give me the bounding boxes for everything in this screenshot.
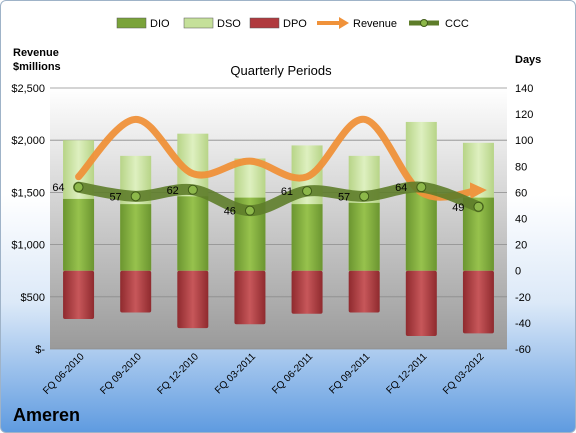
ccc-data-label: 57 bbox=[109, 191, 121, 203]
y-right-tick: -40 bbox=[515, 318, 531, 330]
y-left-tick: $1,500 bbox=[11, 187, 45, 199]
bar-dpo bbox=[291, 270, 323, 314]
bar-dio bbox=[63, 198, 95, 271]
legend-label: DPO bbox=[283, 18, 307, 30]
y-left-label-line1: Revenue bbox=[13, 47, 59, 59]
bar-dpo bbox=[120, 270, 152, 313]
y-left-label-line2: $millions bbox=[13, 61, 61, 73]
y-right-tick: 0 bbox=[515, 266, 521, 278]
ccc-point bbox=[130, 191, 141, 202]
y-right-tick: -20 bbox=[515, 292, 531, 304]
x-tick-label: FQ 12-2011 bbox=[384, 351, 429, 396]
y-right-tick: 80 bbox=[515, 161, 527, 173]
ccc-point bbox=[473, 201, 484, 212]
y-left-tick: $1,000 bbox=[11, 240, 45, 252]
x-axis: FQ 06-2010 FQ 09-2010 FQ 12-2010 FQ 03-2011… bbox=[41, 351, 487, 397]
bar-dio bbox=[291, 204, 323, 271]
y-right-tick: 120 bbox=[515, 109, 533, 121]
y-right-label: Days bbox=[515, 54, 541, 66]
legend-label: DSO bbox=[217, 18, 241, 30]
ccc-data-label: 46 bbox=[224, 206, 236, 218]
ccc-point bbox=[187, 184, 198, 195]
bar-dio bbox=[120, 204, 152, 271]
ccc-data-label: 49 bbox=[452, 202, 464, 214]
legend-swatch bbox=[116, 17, 147, 29]
ccc-data-label: 62 bbox=[167, 185, 179, 197]
y-left-tick: $2,500 bbox=[11, 83, 45, 95]
legend-marker bbox=[420, 19, 428, 27]
ccc-data-label: 61 bbox=[281, 186, 293, 198]
y-right-tick: 60 bbox=[515, 187, 527, 199]
revenue-line bbox=[75, 115, 487, 201]
bar-dpo bbox=[63, 270, 95, 319]
legend-label: DIO bbox=[150, 18, 170, 30]
chart-title: Quarterly Periods bbox=[230, 63, 332, 78]
x-tick-label: FQ 06-2010 bbox=[41, 351, 87, 397]
lines: 64 57 62 46 61 57 64 49 bbox=[52, 115, 487, 218]
ccc-point bbox=[359, 191, 370, 202]
y-right-tick: 100 bbox=[515, 135, 533, 147]
legend-label: CCC bbox=[445, 18, 469, 30]
ccc-point bbox=[302, 186, 313, 197]
bar-dio bbox=[177, 196, 209, 271]
x-tick-label: FQ 03-2011 bbox=[213, 351, 258, 396]
ccc-data-label: 64 bbox=[395, 182, 407, 194]
ccc-data-label: 57 bbox=[338, 191, 350, 203]
y-right-tick: 40 bbox=[515, 214, 527, 226]
bar-dio bbox=[405, 192, 437, 271]
x-tick-label: FQ 09-2010 bbox=[98, 351, 144, 397]
company-name: Ameren bbox=[13, 405, 81, 425]
y-right-tick: 20 bbox=[515, 240, 527, 252]
legend-swatch bbox=[183, 17, 214, 29]
legend-arrow bbox=[339, 17, 349, 29]
legend-swatch bbox=[249, 17, 280, 29]
legend-label: Revenue bbox=[353, 18, 397, 30]
y-axis-left: $- $500 $1,000 $1,500 $2,000 $2,500 bbox=[11, 83, 45, 356]
ccc-data-label: 64 bbox=[52, 182, 64, 194]
bar-dio bbox=[348, 202, 380, 271]
y-left-tick: $2,000 bbox=[11, 135, 45, 147]
y-axis-right: -60 -40 -20 0 20 40 60 80 100 120 140 bbox=[515, 83, 533, 356]
bar-dpo bbox=[462, 270, 494, 334]
bar-dpo bbox=[177, 270, 209, 329]
x-tick-label: FQ 12-2010 bbox=[155, 351, 201, 397]
y-right-tick: -60 bbox=[515, 344, 531, 356]
bars bbox=[63, 121, 494, 336]
ccc-point bbox=[416, 182, 427, 193]
x-tick-label: FQ 09-2011 bbox=[327, 351, 372, 396]
bar-dpo bbox=[405, 270, 437, 336]
y-right-tick: 140 bbox=[515, 83, 533, 95]
bar-dpo bbox=[348, 270, 380, 313]
x-tick-label: FQ 03-2012 bbox=[441, 351, 487, 397]
bar-dpo bbox=[234, 270, 266, 325]
y-left-tick: $- bbox=[35, 344, 45, 356]
ccc-point bbox=[73, 182, 84, 193]
ccc-point bbox=[244, 205, 255, 216]
ccc-line bbox=[73, 181, 484, 217]
y-left-tick: $500 bbox=[21, 292, 45, 304]
legend: DIO DSO DPO Revenue CCC bbox=[116, 17, 469, 30]
x-tick-label: FQ 06-2011 bbox=[270, 351, 315, 396]
